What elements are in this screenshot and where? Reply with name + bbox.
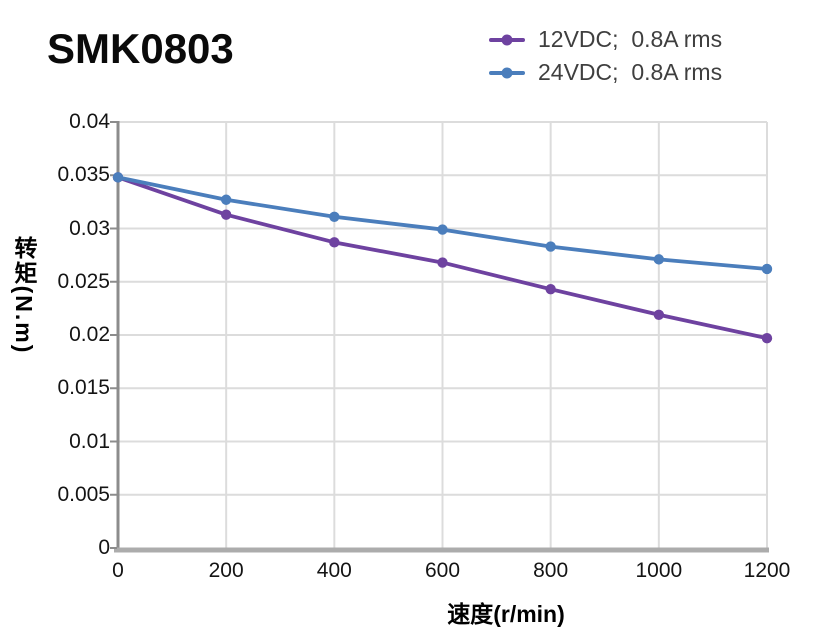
y-tick-label: 0 — [98, 536, 110, 559]
x-axis-label: 速度(r/min) — [447, 601, 565, 627]
x-tick-label: 1000 — [635, 559, 683, 582]
legend-item-label: 12VDC; 0.8A rms — [538, 26, 723, 52]
y-tick-label: 0.015 — [57, 376, 110, 400]
y-tick-label: 0.01 — [69, 429, 110, 453]
y-tick-label: 0.02 — [69, 323, 110, 346]
data-point-marker — [437, 224, 448, 235]
x-tick-label: 200 — [208, 559, 244, 582]
x-tick-label: 0 — [112, 559, 124, 582]
data-point-marker — [545, 284, 556, 295]
x-tick-label: 400 — [316, 559, 352, 582]
data-point-marker — [329, 211, 340, 222]
chart-title: SMK0803 — [47, 25, 234, 72]
data-point-marker — [437, 257, 448, 268]
y-tick-label: 0.035 — [57, 163, 110, 187]
data-point-marker — [220, 209, 232, 220]
x-tick-label: 1200 — [743, 559, 791, 582]
x-tick-label: 800 — [533, 559, 569, 582]
legend-marker-dot — [501, 34, 513, 45]
y-axis-label: 转矩(N.m) — [11, 235, 37, 355]
y-tick-label: 0.005 — [57, 482, 110, 506]
legend-item-label: 24VDC; 0.8A rms — [538, 59, 723, 85]
legend-marker-dot — [501, 67, 513, 78]
data-point-marker — [220, 194, 232, 205]
legend-item-0: 12VDC; 0.8A rms — [489, 23, 722, 56]
y-tick-label: 0.025 — [57, 269, 110, 293]
legend-item-1: 24VDC; 0.8A rms — [489, 56, 722, 89]
data-point-marker — [653, 309, 665, 320]
legend-marker-line — [489, 67, 525, 78]
legend: 12VDC; 0.8A rms 24VDC; 0.8A rms — [489, 23, 722, 89]
data-point-marker — [329, 237, 340, 248]
data-point-marker — [112, 172, 124, 183]
data-point-marker — [653, 254, 665, 265]
x-tick-label: 600 — [424, 559, 461, 582]
data-point-marker — [545, 241, 556, 252]
y-tick-label: 0.04 — [69, 110, 110, 133]
data-point-marker — [761, 332, 773, 344]
y-tick-label: 0.03 — [69, 216, 110, 240]
legend-marker-line — [489, 34, 525, 45]
data-point-marker — [761, 263, 773, 275]
